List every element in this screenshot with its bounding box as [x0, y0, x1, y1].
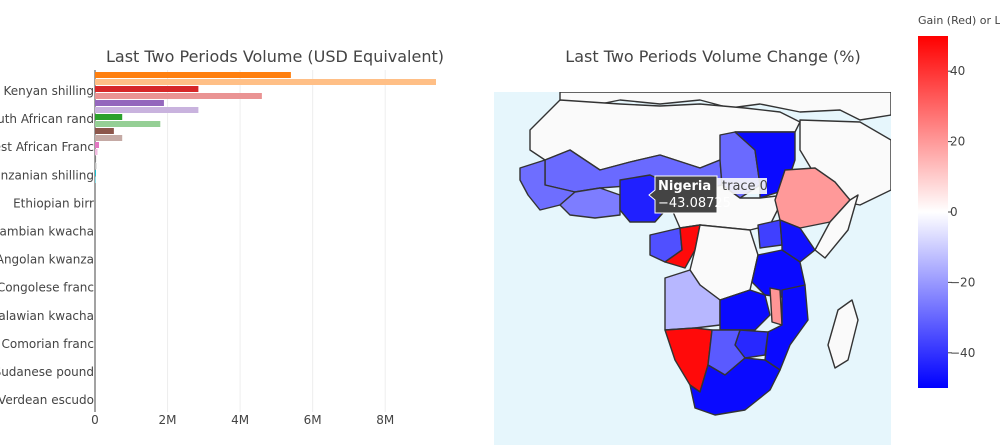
category-label: outh African rand	[0, 112, 94, 126]
x-tick-label: 4M	[231, 413, 249, 427]
bar[interactable]	[95, 149, 98, 155]
x-tick-label: 8M	[376, 413, 394, 427]
tooltip-trace: trace 0	[722, 179, 768, 194]
tooltip-value: −43.08725	[658, 196, 731, 211]
region-south-africa	[689, 357, 781, 416]
bar[interactable]	[95, 114, 123, 120]
bar[interactable]	[95, 163, 97, 169]
bar[interactable]	[95, 72, 291, 78]
x-tick-label: 0	[91, 413, 99, 427]
category-label: Ethiopian birr	[13, 196, 94, 210]
category-label: Angolan kwanza	[0, 253, 94, 267]
bar[interactable]	[95, 128, 114, 134]
bar[interactable]	[95, 100, 164, 106]
bar[interactable]	[95, 79, 436, 85]
bar[interactable]	[95, 156, 97, 162]
colorbar	[918, 36, 948, 388]
bar-category-labels: Kenyan shilling outh African rand Vest Afr…	[0, 84, 94, 407]
category-label: Congolese franc	[0, 281, 94, 295]
category-label: Sudanese pound	[0, 365, 94, 379]
bar-x-tick-labels: 0 2M 4M 6M 8M	[91, 413, 394, 427]
map-hover-tooltip: Nigeria −43.08725 trace 0	[648, 175, 768, 214]
bar[interactable]	[95, 93, 262, 99]
colorbar-tick-label: 20	[950, 135, 965, 149]
bar[interactable]	[95, 170, 96, 176]
bar[interactable]	[95, 142, 99, 148]
x-tick-label: 2M	[159, 413, 177, 427]
colorbar-tick-label: −20	[950, 275, 975, 289]
colorbar-tick-label: 40	[950, 64, 965, 78]
category-label: Tanzanian shilling	[0, 168, 94, 182]
region-madagascar	[827, 299, 859, 369]
region-uganda	[757, 219, 783, 249]
bar[interactable]	[95, 121, 161, 127]
category-label: Verdean escudo	[0, 393, 94, 407]
colorbar-ticks: 40 20 0 −20 −40	[948, 64, 975, 360]
category-label: Kenyan shilling	[3, 84, 94, 98]
region-malawi	[769, 287, 783, 326]
map-title: Last Two Periods Volume Change (%)	[565, 47, 860, 66]
bar-chart-title: Last Two Periods Volume (USD Equivalent)	[106, 47, 444, 66]
tooltip-name: Nigeria	[658, 179, 711, 194]
bar[interactable]	[95, 86, 199, 92]
category-label: Vest African Franc	[0, 140, 94, 154]
bar[interactable]	[95, 177, 96, 183]
bar-marks	[95, 72, 436, 183]
category-label: Comorian franc	[1, 337, 94, 351]
colorbar-tick-label: 0	[950, 205, 958, 219]
x-tick-label: 6M	[304, 413, 322, 427]
category-label: Malawian kwacha	[0, 309, 94, 323]
bar[interactable]	[95, 107, 199, 113]
bar[interactable]	[95, 135, 123, 141]
category-label: Zambian kwacha	[0, 225, 94, 239]
colorbar-tick-label: −40	[950, 346, 975, 360]
colorbar-title: Gain (Red) or L	[918, 14, 1000, 27]
region-sudan	[734, 131, 796, 199]
